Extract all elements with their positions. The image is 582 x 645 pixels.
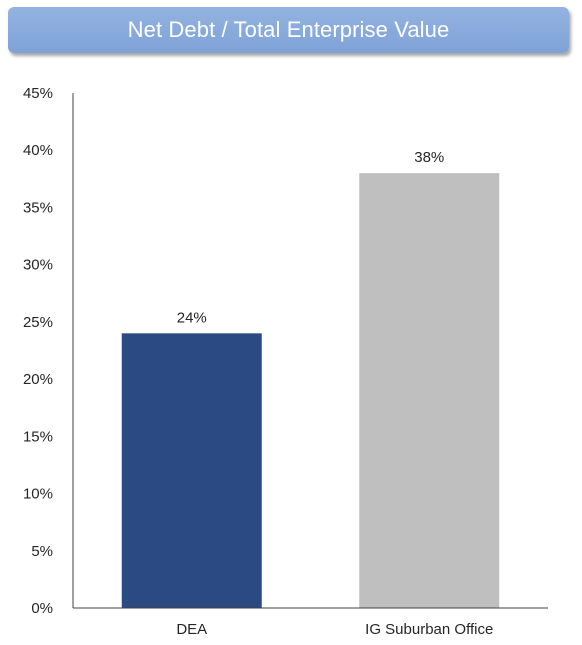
bars: 24% 38% xyxy=(121,149,500,608)
y-tick-label: 45% xyxy=(23,85,53,102)
y-tick-label: 5% xyxy=(31,543,53,560)
y-tick-label: 35% xyxy=(23,199,53,216)
bar-dea xyxy=(121,333,262,608)
x-tick-label: DEA xyxy=(176,621,207,638)
y-tick-label: 20% xyxy=(23,371,53,388)
chart-title: Net Debt / Total Enterprise Value xyxy=(127,17,450,42)
x-tick-label: IG Suburban Office xyxy=(365,621,493,638)
y-tick-label: 0% xyxy=(31,600,53,617)
chart-title-banner: Net Debt / Total Enterprise Value xyxy=(8,7,569,53)
y-tick-label: 10% xyxy=(23,486,53,503)
bar-ig-suburban-office xyxy=(359,173,500,608)
y-tick-label: 15% xyxy=(23,428,53,445)
y-tick-label: 25% xyxy=(23,314,53,331)
x-axis: DEA IG Suburban Office xyxy=(73,607,548,638)
data-label: 24% xyxy=(177,309,207,326)
y-axis: 0% 5% 10% 15% 20% 25% 30% 35% 40% 45% xyxy=(23,85,74,617)
y-tick-label: 30% xyxy=(23,257,53,274)
y-tick-label: 40% xyxy=(23,142,53,159)
data-label: 38% xyxy=(414,149,444,166)
